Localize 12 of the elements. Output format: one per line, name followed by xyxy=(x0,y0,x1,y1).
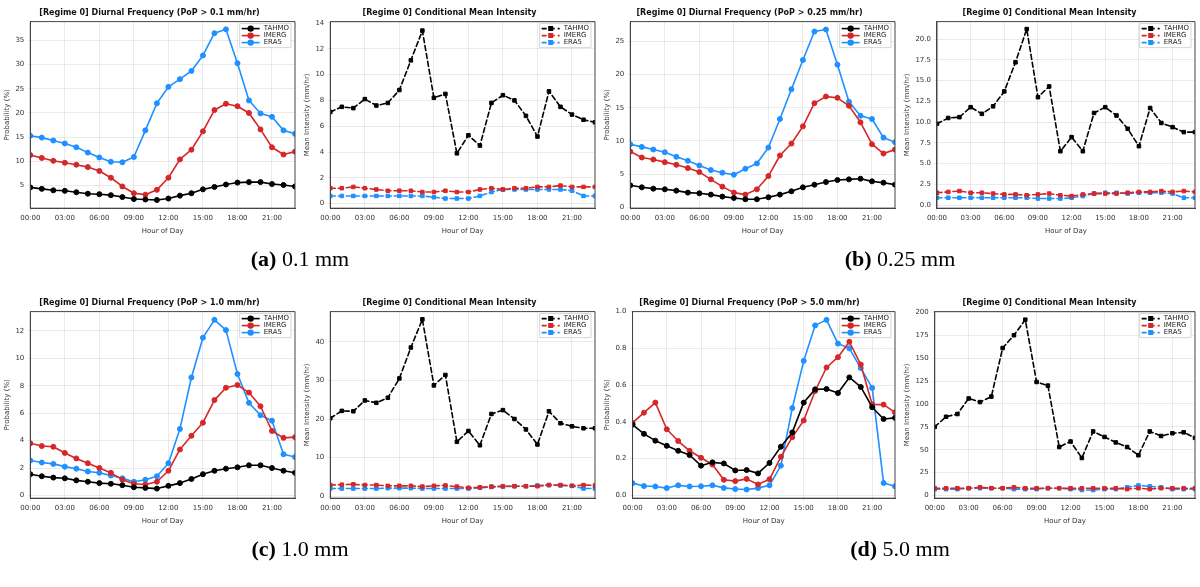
text: (d) 5.0 mm xyxy=(849,536,951,562)
chart-title: [Regime 0] Conditional Mean Intensity xyxy=(962,297,1138,307)
chart-title: [Regime 0] Diurnal Frequency (PoP > 5.0 mm/hr) xyxy=(639,297,860,307)
text: (a) 0.1 mm xyxy=(249,246,351,272)
chart-title: [Regime 0] Conditional Mean Intensity xyxy=(362,297,538,307)
chart-title: [Regime 0] Diurnal Frequency (PoP > 1.0 mm/hr) xyxy=(39,297,260,307)
chart-title: [Regime 0] Diurnal Frequency (PoP > 0.25 mm/hr) xyxy=(636,7,863,17)
chart-title: [Regime 0] Diurnal Frequency (PoP > 0.1 mm/hr) xyxy=(39,7,260,17)
chart-title: [Regime 0] Conditional Mean Intensity xyxy=(362,7,538,17)
chart-title: [Regime 0] Conditional Mean Intensity xyxy=(962,7,1138,17)
text: (b) 0.25 mm xyxy=(843,246,957,272)
text: (c) 1.0 mm xyxy=(250,536,350,562)
